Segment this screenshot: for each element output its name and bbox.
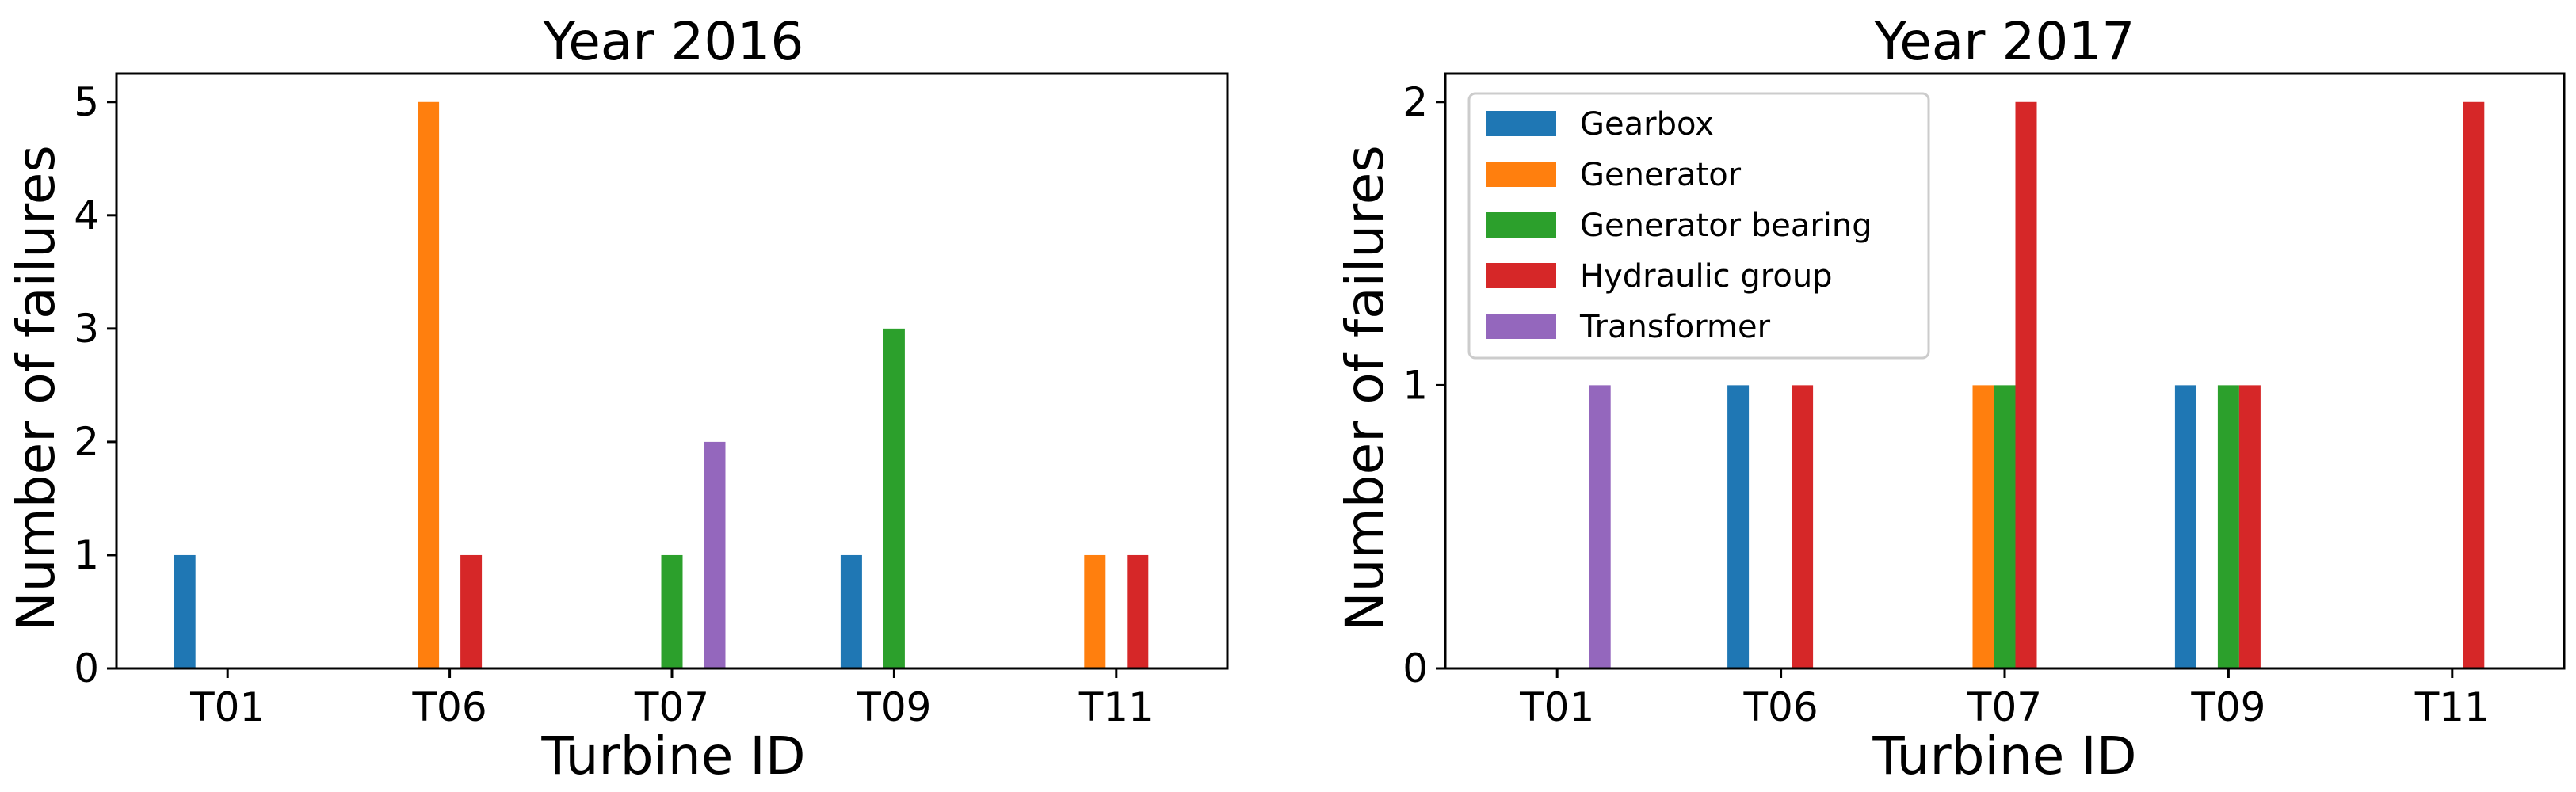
legend-label: Generator bearing: [1580, 208, 1872, 244]
y-tick-label: 5: [74, 79, 99, 125]
bar-generator-t11: [1084, 554, 1106, 668]
legend-swatch: [1486, 263, 1556, 288]
y-tick-label: 0: [1402, 645, 1428, 691]
bar-generator-bearing-t07: [661, 554, 683, 668]
legend-label: Transformer: [1579, 309, 1771, 345]
plot-area-2016: 0 1 2 3 4 5 T01 T06 T07 T09 T11: [74, 72, 1229, 730]
legend-label: Hydraulic group: [1580, 258, 1833, 295]
bar-hydraulic-group-t06: [460, 554, 483, 668]
x-tick-label: T11: [1078, 684, 1154, 730]
chart-title-2016: Year 2016: [543, 11, 804, 72]
bar-hydraulic-group-t07: [2015, 101, 2037, 668]
y-tick-label: 0: [74, 645, 99, 691]
bar-gearbox-t09: [2174, 385, 2196, 668]
bar-hydraulic-group-t09: [2238, 385, 2261, 668]
legend-label: Generator: [1580, 157, 1742, 193]
bar-hydraulic-group-t11: [2463, 101, 2485, 668]
y-tick-label: 2: [1402, 79, 1428, 125]
bar-transformer-t07: [704, 441, 726, 668]
y-tick-label: 1: [1402, 362, 1428, 408]
legend-swatch: [1486, 212, 1556, 238]
y-tick-label: 4: [74, 192, 99, 238]
bar-generator-bearing-t09: [2217, 385, 2239, 668]
bar-generator-t06: [418, 101, 440, 668]
bar-gearbox-t06: [1727, 385, 1750, 668]
bar-hydraulic-group-t06: [1792, 385, 1814, 668]
x-tick-label: T01: [189, 684, 265, 730]
x-tick-label: T01: [1519, 684, 1594, 730]
chart-title-2017: Year 2017: [1874, 11, 2135, 72]
y-tick-label: 2: [74, 419, 99, 465]
bar-hydraulic-group-t11: [1127, 554, 1149, 668]
y-axis-label-2017: Number of failures: [1334, 145, 1395, 631]
x-tick-label: T07: [634, 684, 709, 730]
bar-gearbox-t01: [174, 554, 196, 668]
x-tick-label: T06: [412, 684, 487, 730]
x-tick-label: T06: [1743, 684, 1818, 730]
legend: Gearbox Generator Generator bearing Hydraul…: [1467, 92, 1930, 360]
chart-2017: Year 2017 Turbine ID Number of failures …: [1334, 11, 2566, 786]
legend-swatch: [1486, 314, 1556, 339]
legend-label: Gearbox: [1580, 106, 1714, 143]
x-tick-label: T09: [2190, 684, 2265, 730]
legend-swatch: [1486, 162, 1556, 187]
x-tick-label: T11: [2414, 684, 2490, 730]
x-tick-label: T09: [856, 684, 931, 730]
bar-generator-t07: [1972, 385, 1994, 668]
plot-area-2017: 0 1 2 T01 T06 T07 T09 T11 Gearbox Generator Genera…: [1402, 72, 2566, 730]
legend-swatch: [1486, 111, 1556, 136]
x-axis-label-2016: Turbine ID: [540, 725, 805, 786]
x-tick-label: T07: [1967, 684, 2042, 730]
bar-gearbox-t09: [840, 554, 862, 668]
chart-2016: Year 2016 Turbine ID Number of failures …: [6, 11, 1229, 786]
bar-generator-bearing-t07: [1994, 385, 2016, 668]
x-axis-label-2017: Turbine ID: [1872, 725, 2136, 786]
bar-generator-bearing-t09: [883, 328, 905, 668]
bar-transformer-t01: [1589, 385, 1611, 668]
y-tick-label: 1: [74, 532, 99, 578]
y-axis-label-2016: Number of failures: [6, 145, 67, 631]
legend-box: [1467, 92, 1930, 360]
y-tick-label: 3: [74, 306, 99, 352]
